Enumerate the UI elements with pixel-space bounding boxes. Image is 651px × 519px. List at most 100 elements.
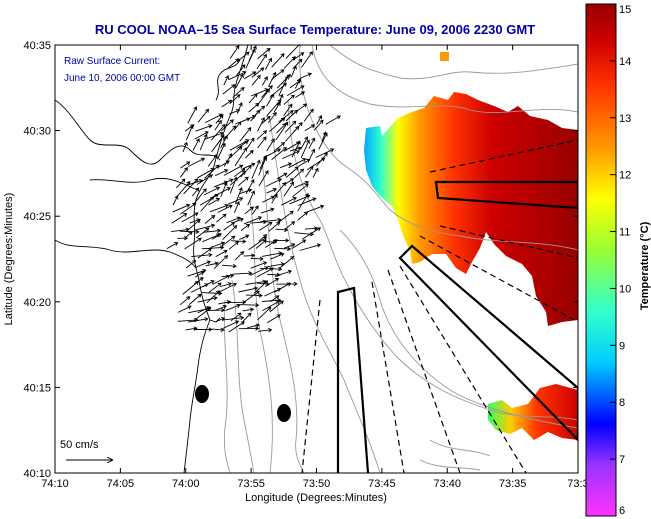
current-vector bbox=[291, 140, 301, 158]
current-vector bbox=[292, 183, 309, 198]
current-vector bbox=[245, 48, 256, 69]
current-vector bbox=[228, 145, 243, 159]
current-vector bbox=[273, 282, 292, 293]
current-vector bbox=[265, 239, 278, 248]
current-vector bbox=[302, 227, 322, 240]
colorbar-label: Temperature (°C) bbox=[639, 221, 651, 310]
current-vector bbox=[251, 205, 259, 215]
current-vector bbox=[211, 233, 222, 240]
current-vector bbox=[278, 256, 295, 269]
current-vector bbox=[284, 125, 300, 142]
colorbar bbox=[585, 3, 617, 517]
current-vector bbox=[177, 305, 192, 313]
current-vector bbox=[312, 167, 319, 178]
current-vector bbox=[274, 269, 293, 277]
current-vector bbox=[237, 302, 260, 308]
current-vector bbox=[210, 241, 226, 249]
current-vector bbox=[278, 75, 289, 96]
current-vector bbox=[251, 74, 261, 86]
current-vector bbox=[237, 51, 250, 62]
current-vector bbox=[308, 137, 316, 149]
current-vector bbox=[290, 65, 297, 78]
current-vector bbox=[222, 315, 245, 321]
current-vector bbox=[258, 327, 273, 333]
current-vector bbox=[236, 102, 243, 114]
current-vector bbox=[256, 130, 268, 140]
current-vector bbox=[215, 169, 229, 177]
current-vector bbox=[190, 283, 209, 293]
current-vector bbox=[193, 307, 212, 321]
current-vector bbox=[295, 91, 306, 98]
current-vector bbox=[250, 256, 264, 261]
current-vector bbox=[182, 141, 188, 153]
current-vector bbox=[262, 300, 281, 311]
current-vector bbox=[222, 320, 240, 329]
current-vector bbox=[271, 147, 288, 160]
colorbar-tick-label: 8 bbox=[619, 397, 625, 409]
current-vector bbox=[191, 187, 200, 197]
current-vector bbox=[297, 193, 309, 212]
current-vector bbox=[204, 214, 216, 224]
current-vector bbox=[184, 237, 202, 250]
current-vector bbox=[239, 127, 252, 142]
x-tick-label: 74:00 bbox=[172, 478, 200, 490]
y-tick-label: 40:35 bbox=[23, 40, 51, 52]
current-vector bbox=[286, 85, 305, 96]
current-vector bbox=[239, 234, 250, 240]
colorbar-ticks: 6 7 8 9 10 11 12 13 14 15 bbox=[610, 3, 631, 517]
current-vector bbox=[250, 109, 261, 122]
current-vector bbox=[230, 312, 242, 322]
current-vector bbox=[242, 312, 252, 322]
current-vector bbox=[244, 71, 257, 80]
current-vector bbox=[214, 304, 228, 311]
current-vector bbox=[166, 242, 179, 249]
current-vector bbox=[197, 296, 218, 303]
current-vector bbox=[217, 204, 233, 213]
current-vector bbox=[276, 281, 298, 287]
current-vector bbox=[270, 252, 285, 260]
current-vector bbox=[183, 231, 193, 240]
figure-title: RU COOL NOAA–15 Sea Surface Temperature:… bbox=[95, 22, 535, 37]
current-vector bbox=[266, 314, 281, 324]
current-vector bbox=[266, 93, 275, 107]
current-vector bbox=[176, 180, 191, 197]
current-vector bbox=[284, 221, 296, 230]
annotation-line-2: June 10, 2006 00:00 GMT bbox=[64, 73, 180, 84]
y-tick-label: 40:15 bbox=[23, 382, 51, 394]
current-vector bbox=[204, 164, 220, 179]
x-tick-label: 73:50 bbox=[303, 478, 331, 490]
current-vector bbox=[280, 196, 297, 206]
current-vector bbox=[238, 326, 260, 331]
x-tick-label: 73:3 bbox=[567, 478, 588, 490]
current-vector bbox=[187, 157, 206, 167]
current-vector bbox=[223, 164, 244, 176]
current-vector bbox=[187, 268, 207, 277]
y-axis-ticks: 40:10 40:15 40:20 40:25 40:30 40:35 bbox=[23, 40, 578, 480]
colorbar-tick-label: 7 bbox=[619, 454, 625, 466]
current-vector bbox=[258, 156, 267, 176]
current-vector bbox=[172, 203, 191, 213]
radar-sector-dashed-lines bbox=[301, 139, 578, 473]
y-tick-label: 40:25 bbox=[23, 211, 51, 223]
current-vector bbox=[185, 124, 194, 141]
current-vector bbox=[221, 273, 235, 278]
current-vector bbox=[305, 165, 314, 178]
current-vector bbox=[192, 188, 207, 206]
current-vector bbox=[318, 132, 328, 150]
x-tick-label: 73:45 bbox=[368, 478, 396, 490]
buoy-marker-1 bbox=[195, 385, 209, 403]
current-vector bbox=[229, 170, 247, 186]
current-vector bbox=[220, 135, 228, 149]
current-vector bbox=[247, 190, 256, 206]
current-vector bbox=[207, 153, 218, 167]
y-tick-label: 40:20 bbox=[23, 297, 51, 309]
current-vector bbox=[181, 212, 199, 223]
current-vector bbox=[325, 115, 341, 125]
current-vector bbox=[243, 253, 256, 258]
current-vector bbox=[315, 148, 335, 158]
radar-sector-outlines bbox=[336, 180, 578, 473]
current-vector bbox=[215, 249, 228, 257]
current-vector bbox=[180, 166, 188, 178]
current-vector bbox=[185, 219, 201, 232]
current-vector bbox=[180, 296, 191, 306]
